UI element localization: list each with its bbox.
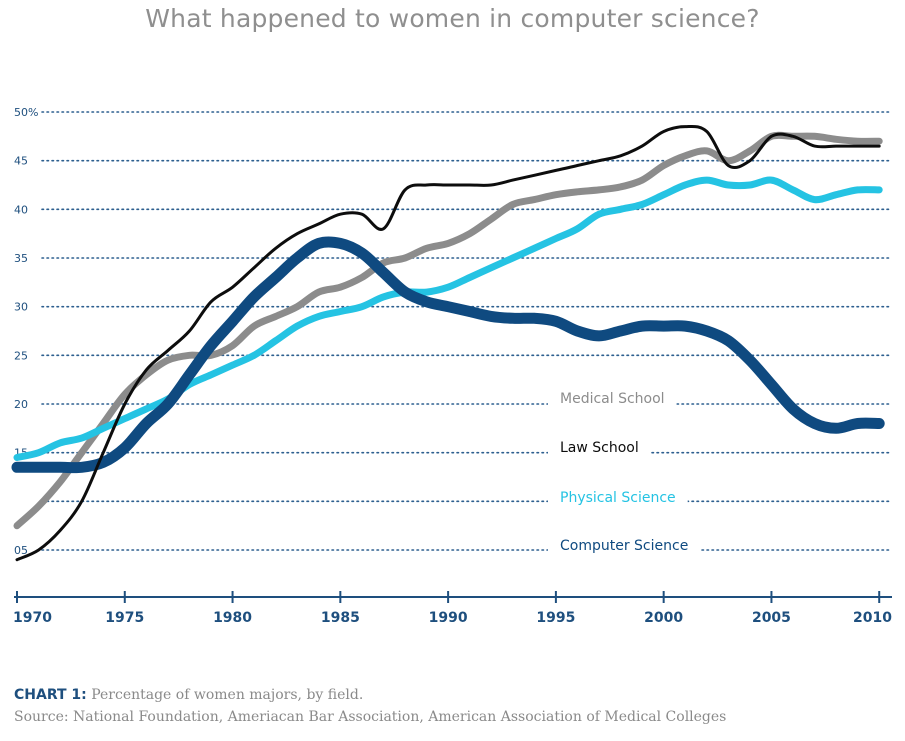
caption-lead: CHART 1: (14, 687, 87, 703)
y-tick-label: 20 (14, 398, 28, 411)
y-tick-label: 50% (14, 106, 38, 119)
x-tick-label: 1980 (213, 610, 252, 626)
y-tick-label: 35 (14, 252, 28, 265)
series-label-background (548, 437, 651, 457)
x-tick-label: 1995 (536, 610, 575, 626)
y-tick-label: 45 (14, 155, 28, 168)
x-tick-label: 2005 (752, 610, 791, 626)
y-tick-label: 30 (14, 301, 28, 314)
series-line-physical-science (13, 176, 883, 461)
caption-source: Source: National Foundation, Ameriacan B… (14, 709, 727, 725)
x-tick-label: 2000 (644, 610, 683, 626)
chart-title: What happened to women in computer scien… (145, 4, 760, 33)
x-tick-label: 1975 (105, 610, 144, 626)
series-line-law-school (15, 124, 881, 562)
y-tick-label: 40 (14, 203, 28, 216)
y-tick-label: 25 (14, 349, 28, 362)
x-tick-label: 1990 (429, 610, 468, 626)
series-label-computer-science: Computer Science (560, 538, 688, 554)
caption-line: CHART 1: Percentage of women majors, by … (14, 684, 894, 706)
series-label-medical-school: Medical School (560, 391, 665, 407)
x-tick-label: 2010 (853, 610, 892, 626)
series-label-background (548, 388, 677, 408)
series-label-background (548, 535, 701, 555)
x-tick-label: 1970 (13, 610, 52, 626)
caption-text: Percentage of women majors, by field. (91, 687, 364, 703)
series-label-physical-science: Physical Science (560, 490, 676, 506)
series-line-medical-school (13, 131, 883, 530)
x-tick-label: 1985 (321, 610, 360, 626)
series-line-computer-science (11, 236, 885, 474)
chart-caption: CHART 1: Percentage of women majors, by … (14, 684, 894, 728)
y-tick-label: 05 (14, 544, 28, 557)
series-label-law-school: Law School (560, 440, 639, 456)
series-label-background (548, 487, 688, 507)
